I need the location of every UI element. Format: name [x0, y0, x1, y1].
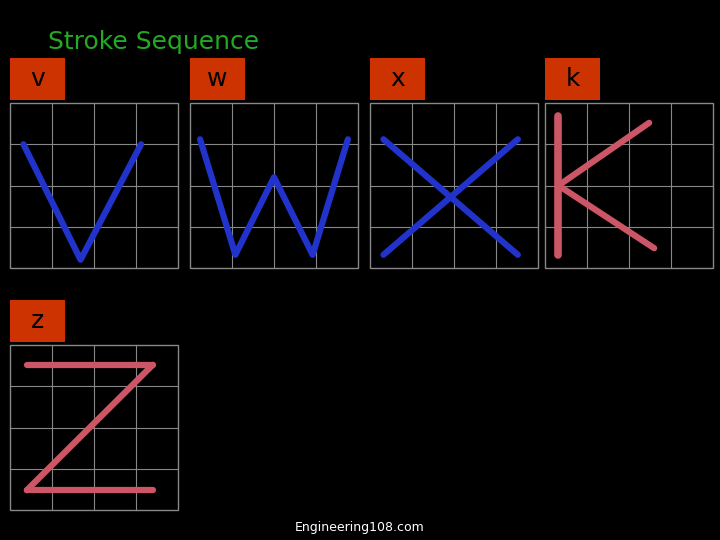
Bar: [370, 103, 538, 268]
Bar: [370, 58, 425, 100]
Bar: [545, 103, 713, 268]
Text: Engineering108.com: Engineering108.com: [295, 522, 425, 535]
Bar: [190, 103, 358, 268]
Text: k: k: [565, 67, 580, 91]
Bar: [10, 300, 65, 342]
Bar: [545, 58, 600, 100]
Bar: [190, 58, 245, 100]
Text: v: v: [30, 67, 45, 91]
Bar: [10, 345, 178, 510]
Text: w: w: [207, 67, 228, 91]
Bar: [10, 103, 178, 268]
Bar: [10, 58, 65, 100]
Text: z: z: [31, 309, 44, 333]
Text: x: x: [390, 67, 405, 91]
Text: Stroke Sequence: Stroke Sequence: [48, 30, 259, 54]
